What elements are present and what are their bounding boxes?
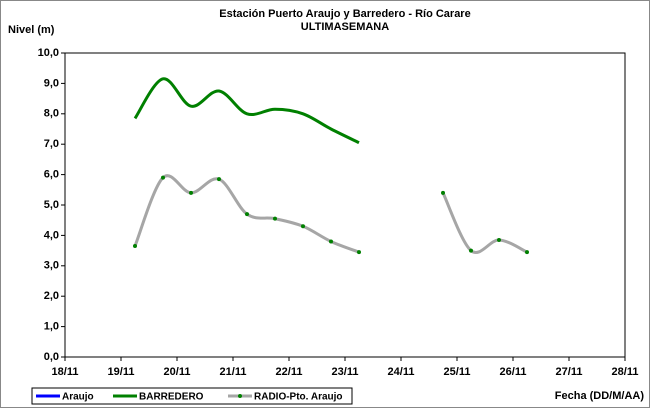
x-tick-label: 23/11 [332, 366, 359, 378]
chart-subtitle: ULTIMASEMANA [301, 21, 389, 33]
point-marker [301, 224, 305, 229]
y-tick-label: 3,0 [44, 260, 59, 272]
point-marker [189, 190, 193, 195]
legend-box [31, 387, 353, 405]
point-marker [273, 216, 277, 221]
y-axis-label: Nivel (m) [8, 24, 55, 36]
x-tick-label: 24/11 [388, 366, 415, 378]
legend-label: Araujo [62, 392, 94, 403]
point-marker [357, 250, 361, 255]
x-tick-label: 19/11 [108, 366, 135, 378]
y-tick-label: 7,0 [44, 138, 59, 150]
x-tick-label: 25/11 [444, 366, 471, 378]
point-marker [161, 175, 165, 180]
y-tick-label: 5,0 [44, 199, 59, 211]
x-tick-label: 22/11 [276, 366, 303, 378]
point-marker [329, 239, 333, 244]
x-tick-label: 27/11 [556, 366, 583, 378]
point-marker [497, 237, 501, 242]
legend-label: BARREDERO [139, 392, 204, 403]
legend-label: RADIO-Pto. Araujo [254, 392, 343, 403]
legend-marker [238, 394, 242, 398]
x-tick-label: 20/11 [164, 366, 191, 378]
point-marker [217, 177, 221, 182]
x-tick-label: 18/11 [52, 366, 79, 378]
point-marker [133, 244, 137, 249]
y-tick-label: 1,0 [44, 321, 59, 333]
series-line [133, 77, 360, 145]
y-tick-label: 8,0 [44, 108, 59, 120]
point-marker [469, 248, 473, 253]
x-tick-label: 21/11 [220, 366, 247, 378]
point-marker [525, 250, 529, 255]
y-tick-label: 4,0 [44, 229, 59, 241]
x-tick-label: 28/11 [612, 366, 639, 378]
chart-title: Estación Puerto Araujo y Barredero - Río… [219, 8, 470, 20]
x-tick-label: 26/11 [500, 366, 527, 378]
y-tick-label: 6,0 [44, 169, 59, 181]
y-tick-label: 2,0 [44, 290, 59, 302]
x-axis-label: Fecha (DD/M/AA) [555, 390, 645, 402]
y-tick-label: 10,0 [38, 47, 59, 59]
y-tick-label: 9,0 [44, 77, 59, 89]
y-tick-label: 0,0 [44, 351, 59, 363]
point-marker [245, 212, 249, 217]
point-marker [441, 190, 445, 195]
